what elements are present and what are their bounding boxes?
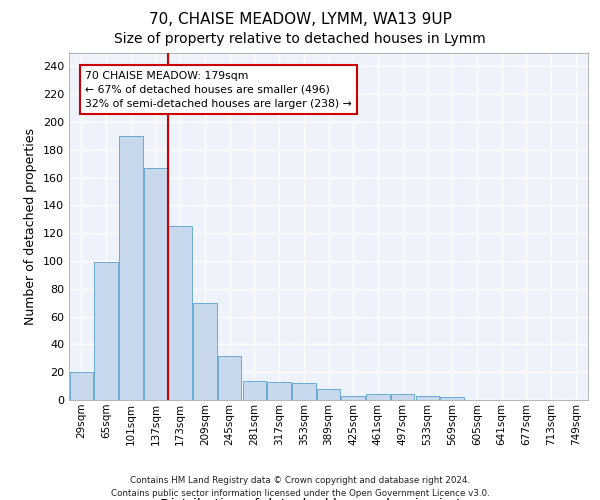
Y-axis label: Number of detached properties: Number of detached properties: [25, 128, 37, 325]
Bar: [218, 356, 241, 400]
Bar: [416, 396, 439, 400]
Bar: [193, 302, 217, 400]
X-axis label: Distribution of detached houses by size in Lymm: Distribution of detached houses by size …: [160, 498, 497, 500]
Bar: [242, 380, 266, 400]
Bar: [119, 136, 143, 400]
Bar: [169, 226, 192, 400]
Bar: [292, 384, 316, 400]
Text: 70 CHAISE MEADOW: 179sqm
← 67% of detached houses are smaller (496)
32% of semi-: 70 CHAISE MEADOW: 179sqm ← 67% of detach…: [85, 70, 352, 108]
Bar: [391, 394, 415, 400]
Text: 70, CHAISE MEADOW, LYMM, WA13 9UP: 70, CHAISE MEADOW, LYMM, WA13 9UP: [149, 12, 451, 28]
Bar: [440, 397, 464, 400]
Bar: [341, 396, 365, 400]
Text: Contains HM Land Registry data © Crown copyright and database right 2024.
Contai: Contains HM Land Registry data © Crown c…: [110, 476, 490, 498]
Bar: [366, 394, 389, 400]
Bar: [70, 372, 93, 400]
Bar: [144, 168, 167, 400]
Bar: [268, 382, 291, 400]
Text: Size of property relative to detached houses in Lymm: Size of property relative to detached ho…: [114, 32, 486, 46]
Bar: [94, 262, 118, 400]
Bar: [317, 389, 340, 400]
